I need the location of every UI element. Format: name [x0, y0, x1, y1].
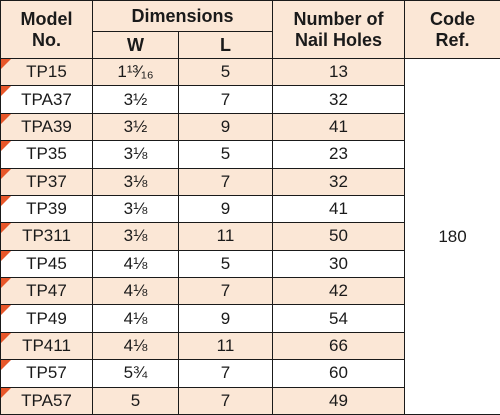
length-cell: 7 [178, 167, 273, 196]
width-cell: 3½ [92, 85, 179, 114]
model-cell: TP49 [0, 304, 93, 333]
nail-holes-cell: 32 [272, 167, 405, 196]
header-nail-holes: Number of Nail Holes [272, 0, 405, 59]
corner-flag-icon [1, 114, 11, 124]
length-cell: 5 [178, 140, 273, 169]
length-cell: 7 [178, 386, 273, 415]
width-cell: 3½ [92, 112, 179, 142]
width-cell: 4⅛ [92, 249, 179, 279]
model-label: TP35 [26, 144, 67, 164]
model-label: TP39 [26, 199, 67, 219]
length-cell: 5 [178, 57, 273, 87]
nail-holes-cell: 13 [272, 57, 405, 87]
corner-flag-icon [1, 141, 11, 152]
model-cell: TPA39 [0, 112, 93, 142]
table-row: TPA39 3½ 9 41 [0, 112, 500, 142]
model-label: TP49 [26, 308, 67, 328]
model-label: TP57 [26, 363, 67, 383]
model-cell: TP57 [0, 359, 93, 388]
width-cell: 1¹³⁄₁₆ [92, 57, 179, 87]
model-label: TPA57 [21, 390, 72, 410]
model-cell: TP39 [0, 194, 93, 224]
length-cell: 7 [178, 276, 273, 306]
model-label: TP47 [26, 281, 67, 301]
code-ref-cell: 180 [404, 58, 500, 415]
model-label: TPA37 [21, 89, 72, 109]
corner-flag-icon [1, 86, 11, 97]
length-cell: 11 [178, 331, 273, 361]
table-row: TP45 4⅛ 5 30 [0, 249, 500, 279]
width-cell: 3⅛ [92, 222, 179, 251]
model-label: TPA39 [21, 116, 72, 136]
corner-flag-icon [1, 278, 11, 288]
length-cell: 9 [178, 112, 273, 142]
model-cell: TPA57 [0, 386, 93, 415]
nail-holes-cell: 41 [272, 194, 405, 224]
table-row: TP35 3⅛ 5 23 [0, 140, 500, 169]
nail-holes-cell: 50 [272, 222, 405, 251]
model-label: TP411 [22, 335, 71, 355]
width-cell: 5 [92, 386, 179, 415]
nail-holes-cell: 66 [272, 331, 405, 361]
length-cell: 9 [178, 304, 273, 333]
nail-holes-cell: 49 [272, 386, 405, 415]
header-code-ref: Code Ref. [404, 0, 500, 59]
nail-holes-cell: 60 [272, 359, 405, 388]
table-body: TP15 1¹³⁄₁₆ 5 13 180 TPA37 3½ 7 32 TPA39 3½ 9 41 TP35… [0, 57, 500, 415]
header-model: Model No. [0, 0, 93, 59]
model-cell: TP311 [0, 222, 93, 251]
corner-flag-icon [1, 333, 11, 343]
corner-flag-icon [1, 251, 11, 261]
corner-flag-icon [1, 59, 11, 69]
length-cell: 11 [178, 222, 273, 251]
model-cell: TP47 [0, 276, 93, 306]
model-cell: TP45 [0, 249, 93, 279]
length-cell: 7 [178, 85, 273, 114]
length-cell: 9 [178, 194, 273, 224]
width-cell: 4⅛ [92, 304, 179, 333]
corner-flag-icon [1, 305, 11, 316]
nail-holes-cell: 54 [272, 304, 405, 333]
width-cell: 5¾ [92, 359, 179, 388]
corner-flag-icon [1, 169, 11, 179]
table-row: TP15 1¹³⁄₁₆ 5 13 180 [0, 57, 500, 415]
corner-flag-icon [1, 387, 11, 398]
length-cell: 5 [178, 249, 273, 279]
model-label: TP311 [22, 226, 71, 246]
table-row: TP311 3⅛ 11 50 [0, 222, 500, 251]
nail-holes-cell: 30 [272, 249, 405, 279]
model-label: TP45 [26, 253, 67, 273]
width-cell: 3⅛ [92, 194, 179, 224]
corner-flag-icon [1, 223, 11, 234]
width-cell: 3⅛ [92, 167, 179, 196]
model-cell: TP35 [0, 140, 93, 169]
table-row: TP57 5¾ 7 60 [0, 359, 500, 388]
model-cell: TP15 [0, 57, 93, 87]
width-cell: 4⅛ [92, 276, 179, 306]
nail-holes-cell: 32 [272, 85, 405, 114]
width-cell: 3⅛ [92, 140, 179, 169]
nail-holes-cell: 41 [272, 112, 405, 142]
header-width: W [92, 31, 179, 59]
header-length: L [178, 31, 273, 59]
model-label: TP37 [26, 171, 67, 191]
length-cell: 7 [178, 359, 273, 388]
model-label: TP15 [26, 62, 67, 82]
model-cell: TP37 [0, 167, 93, 196]
corner-flag-icon [1, 360, 11, 371]
nail-holes-cell: 23 [272, 140, 405, 169]
table-row: TPA57 5 7 49 [0, 386, 500, 415]
model-cell: TPA37 [0, 85, 93, 114]
corner-flag-icon [1, 196, 11, 206]
header-dimensions: Dimensions [92, 0, 273, 32]
width-cell: 4⅛ [92, 331, 179, 361]
model-cell: TP411 [0, 331, 93, 361]
table-row: TPA37 3½ 7 32 [0, 85, 500, 114]
nail-holes-cell: 42 [272, 276, 405, 306]
